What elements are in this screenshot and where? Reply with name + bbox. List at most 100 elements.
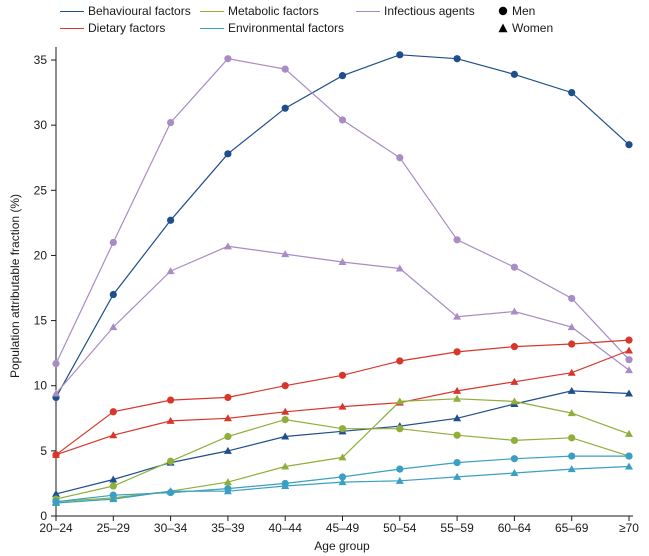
data-point-behavioural-men	[224, 150, 232, 158]
data-point-behavioural-women	[281, 432, 290, 440]
data-point-behavioural-women	[223, 446, 232, 454]
data-point-dietary-men	[167, 396, 175, 404]
data-point-metabolic-women	[338, 453, 347, 461]
x-tick-label: 30–34	[154, 521, 188, 535]
data-point-metabolic-men	[568, 434, 576, 442]
data-point-dietary-women	[109, 431, 118, 439]
data-point-metabolic-men	[109, 482, 117, 490]
data-point-dietary-men	[109, 408, 117, 416]
legend-label-men: Men	[512, 4, 536, 18]
x-tick-label: 60–64	[498, 521, 532, 535]
data-point-infectious-women	[52, 389, 60, 397]
data-point-dietary-men	[338, 371, 347, 379]
data-point-dietary-men	[510, 343, 518, 351]
data-point-infectious-men	[568, 294, 576, 303]
data-point-dietary-women	[338, 402, 347, 410]
data-point-behavioural-women	[625, 389, 633, 397]
data-point-environmental-women	[52, 498, 60, 506]
data-point-behavioural-men	[167, 216, 175, 224]
data-point-metabolic-women	[567, 409, 576, 417]
data-point-behavioural-men	[109, 290, 117, 299]
data-point-infectious-women	[223, 242, 232, 250]
data-point-behavioural-men	[396, 51, 404, 59]
data-point-behavioural-women	[453, 414, 462, 422]
y-axis-title: Population attributable fraction (%)	[8, 194, 22, 378]
x-tick-label: 55–59	[440, 521, 474, 535]
data-point-infectious-men	[281, 65, 289, 73]
legend-swatch-environmental	[200, 28, 224, 29]
x-tick-label: 40–44	[269, 521, 303, 535]
legend-label-environmental: Environmental factors	[228, 21, 345, 35]
series-line-infectious-men	[55, 58, 630, 364]
data-point-environmental-men	[453, 458, 461, 467]
x-tick-label: 35–39	[211, 521, 245, 535]
legend-label-women: Women	[512, 21, 554, 35]
data-point-metabolic-men	[338, 425, 347, 433]
data-point-metabolic-men	[224, 432, 232, 441]
legend-label-infectious: Infectious agents	[384, 4, 475, 18]
legend-swatch-dietary	[60, 28, 84, 29]
data-point-behavioural-men	[281, 104, 289, 112]
data-point-dietary-men	[224, 393, 232, 402]
y-tick-label: 15	[34, 314, 48, 328]
x-tick-label: 45–49	[326, 521, 360, 535]
data-point-dietary-men	[281, 382, 289, 390]
y-tick-label: 25	[34, 183, 48, 197]
legend-swatch-behavioural	[60, 11, 84, 12]
data-point-environmental-women	[281, 482, 290, 490]
data-point-infectious-men	[224, 55, 232, 63]
data-point-infectious-men	[510, 263, 518, 271]
data-point-metabolic-men	[281, 415, 289, 424]
data-point-dietary-women	[453, 386, 462, 394]
y-tick-label: 20	[34, 248, 48, 262]
legend-label-metabolic: Metabolic factors	[228, 4, 319, 18]
data-point-infectious-women	[625, 366, 633, 374]
x-axis-title: Age group	[314, 539, 370, 553]
data-point-infectious-men	[167, 118, 175, 127]
data-point-behavioural-men	[625, 141, 633, 149]
data-point-infectious-men	[396, 154, 404, 162]
x-tick-label: 50–54	[383, 521, 417, 535]
data-point-dietary-men	[453, 348, 461, 356]
data-point-infectious-women	[453, 312, 462, 320]
data-point-behavioural-women	[52, 489, 60, 497]
data-point-metabolic-women	[510, 397, 519, 405]
data-point-behavioural-women	[109, 475, 118, 483]
data-point-dietary-women	[510, 377, 519, 385]
data-point-dietary-women	[52, 450, 60, 458]
data-point-metabolic-women	[625, 429, 633, 437]
data-point-metabolic-women	[223, 478, 232, 486]
data-point-dietary-men	[396, 357, 404, 365]
data-point-infectious-women	[281, 250, 290, 258]
legend-label-dietary: Dietary factors	[88, 21, 166, 35]
data-point-dietary-men	[568, 340, 576, 348]
legend-swatch-metabolic	[200, 11, 224, 12]
data-point-dietary-women	[567, 368, 576, 376]
data-point-metabolic-men	[167, 457, 175, 465]
data-point-behavioural-men	[453, 55, 461, 63]
x-tick-label: 20–24	[39, 521, 73, 535]
data-point-infectious-women	[395, 264, 404, 272]
data-point-environmental-women	[395, 476, 404, 484]
data-point-behavioural-women	[567, 386, 576, 394]
data-point-environmental-women	[338, 478, 347, 486]
data-point-infectious-men	[453, 236, 461, 244]
data-point-environmental-women	[109, 495, 118, 503]
data-point-infectious-men	[625, 356, 633, 364]
y-tick-label: 10	[34, 379, 48, 393]
series-line-infectious-women	[55, 245, 630, 394]
series-markers	[52, 51, 633, 506]
legend: Behavioural factors Metabolic factors In…	[0, 0, 649, 40]
data-point-metabolic-men	[453, 431, 461, 439]
data-point-infectious-women	[166, 267, 175, 275]
data-point-dietary-men	[625, 336, 633, 344]
data-point-environmental-men	[338, 473, 347, 481]
data-point-infectious-women	[338, 257, 347, 265]
data-point-dietary-women	[625, 346, 633, 354]
data-point-environmental-women	[453, 472, 462, 480]
data-point-infectious-men	[52, 359, 60, 368]
data-point-metabolic-women	[281, 462, 290, 470]
data-point-environmental-men	[568, 452, 576, 460]
triangle-marker-icon	[498, 23, 508, 33]
